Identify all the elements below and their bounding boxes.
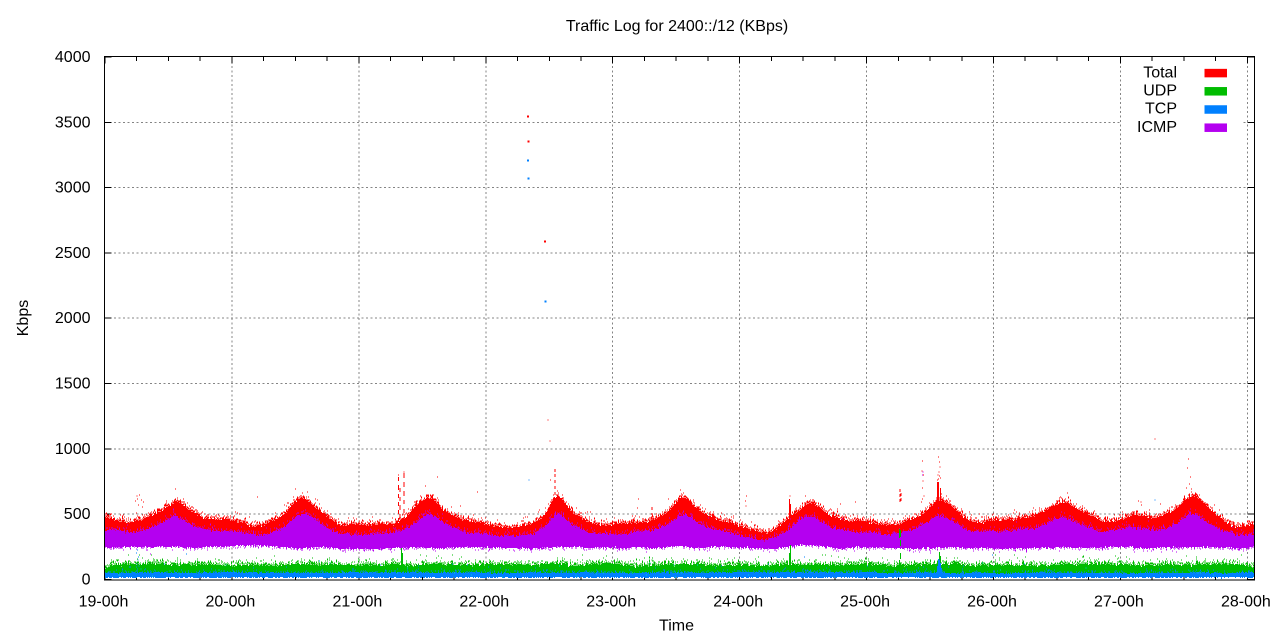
svg-text:26-00h: 26-00h: [967, 594, 1017, 611]
svg-text:19-00h: 19-00h: [79, 594, 129, 611]
svg-text:UDP: UDP: [1143, 83, 1177, 100]
svg-text:TCP: TCP: [1145, 101, 1177, 118]
svg-text:Total: Total: [1143, 64, 1177, 81]
svg-text:ICMP: ICMP: [1137, 119, 1177, 136]
svg-text:500: 500: [64, 506, 91, 523]
svg-text:23-00h: 23-00h: [586, 594, 636, 611]
svg-text:4000: 4000: [55, 49, 91, 66]
svg-text:20-00h: 20-00h: [205, 594, 255, 611]
svg-text:3500: 3500: [55, 114, 91, 131]
svg-text:Time: Time: [659, 618, 694, 635]
svg-text:Traffic Log for 2400::/12 (KBp: Traffic Log for 2400::/12 (KBps): [566, 18, 788, 35]
svg-text:27-00h: 27-00h: [1094, 594, 1144, 611]
svg-text:Kbps: Kbps: [15, 300, 32, 336]
svg-text:22-00h: 22-00h: [459, 594, 509, 611]
svg-text:2000: 2000: [55, 310, 91, 327]
svg-text:28-00h: 28-00h: [1221, 594, 1271, 611]
svg-text:1000: 1000: [55, 441, 91, 458]
svg-text:24-00h: 24-00h: [713, 594, 763, 611]
svg-text:3000: 3000: [55, 180, 91, 197]
svg-text:1500: 1500: [55, 376, 91, 393]
svg-text:0: 0: [82, 572, 91, 589]
svg-text:25-00h: 25-00h: [840, 594, 890, 611]
svg-text:2500: 2500: [55, 245, 91, 262]
svg-text:21-00h: 21-00h: [332, 594, 382, 611]
